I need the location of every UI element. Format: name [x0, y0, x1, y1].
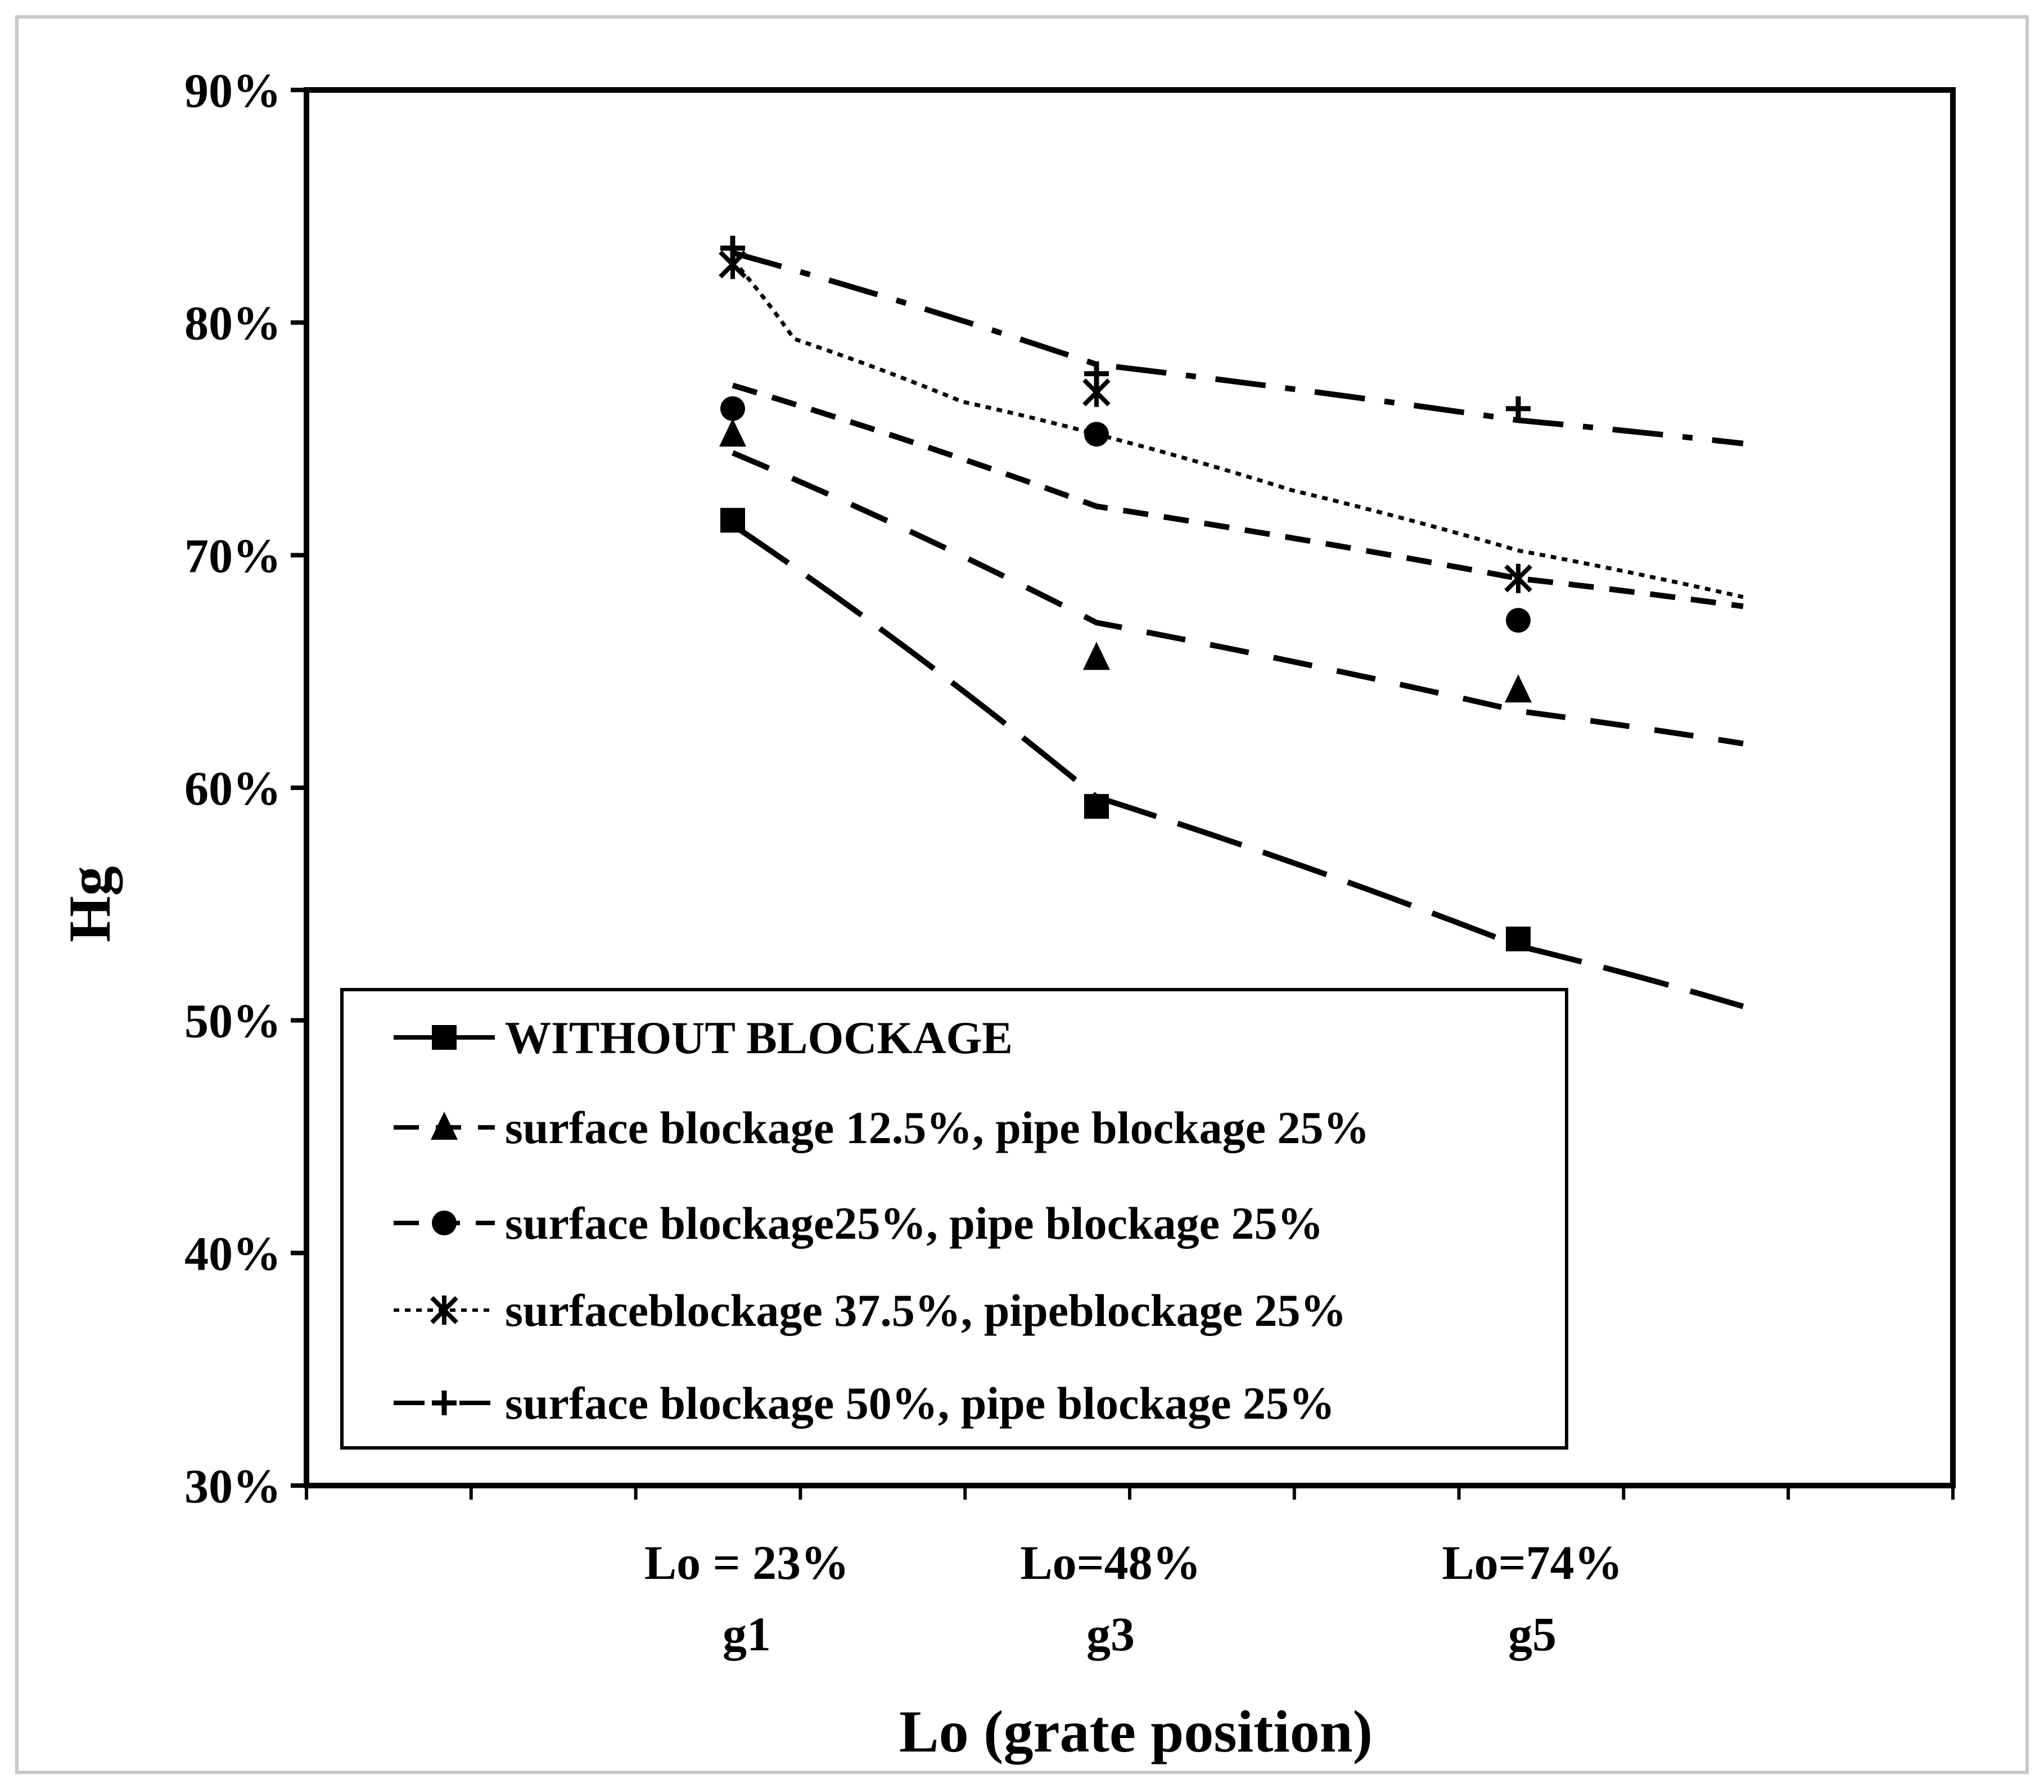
data-point-series-1	[1084, 794, 1109, 819]
y-tick-label: 30%	[184, 1459, 281, 1513]
data-point-series-5	[1506, 396, 1531, 421]
legend-marker-series-1	[432, 1025, 457, 1050]
x-category-label: Lo = 23%	[644, 1536, 849, 1590]
legend-marker-series-2	[431, 1112, 458, 1140]
trendline-series-2	[732, 450, 1744, 747]
figure-border	[15, 15, 2029, 1774]
trendline-layer	[731, 250, 1744, 1009]
x-category-sublabel: g5	[1508, 1607, 1556, 1661]
data-point-series-2	[1505, 674, 1532, 703]
x-category-label: Lo=74%	[1442, 1536, 1622, 1590]
x-category-sublabel: g1	[723, 1607, 771, 1661]
data-point-series-1	[720, 508, 745, 533]
y-tick-label: 80%	[184, 296, 281, 350]
axis-layer: 30% 40% 50% 60% 70% 80% 90% Lo = 23% g1 Lo=48% g3 L…	[184, 64, 1955, 1661]
y-tick-label: 90%	[184, 64, 281, 118]
legend-marker-series-3	[432, 1211, 457, 1235]
data-point-series-3	[1506, 608, 1531, 633]
data-point-series-4	[1504, 563, 1532, 593]
legend-marker-series-5	[432, 1391, 457, 1415]
trendline-series-4	[731, 258, 1744, 599]
data-point-series-5	[1084, 361, 1109, 386]
data-point-series-3	[720, 396, 745, 421]
trendline-series-5	[732, 250, 1744, 446]
data-point-series-2	[1083, 642, 1110, 670]
legend-label-series-2: surface blockage 12.5%, pipe blockage 25…	[505, 1102, 1369, 1153]
x-category-sublabel: g3	[1086, 1607, 1135, 1661]
data-point-series-2	[719, 418, 746, 447]
legend: WITHOUT BLOCKAGE surface blockage 12.5%, …	[340, 988, 1568, 1450]
legend-label-series-3: surface blockage25%, pipe blockage 25%	[505, 1198, 1323, 1249]
y-tick-label: 70%	[184, 529, 281, 583]
y-tick-label: 50%	[184, 994, 281, 1048]
y-tick-label: 40%	[184, 1226, 281, 1280]
marker-layer	[719, 236, 1532, 951]
trendline-series-1	[731, 522, 1744, 1009]
legend-box	[340, 988, 1568, 1450]
x-category-label: Lo=48%	[1020, 1536, 1201, 1590]
y-axis-title: Hg	[57, 866, 123, 942]
x-axis-title: Lo (grate position)	[899, 1699, 1373, 1764]
legend-label-series-5: surface blockage 50%, pipe blockage 25%	[505, 1378, 1335, 1429]
data-point-series-1	[1506, 926, 1531, 951]
y-tick-label: 60%	[184, 761, 281, 815]
data-point-series-5	[720, 236, 745, 261]
data-point-series-3	[1084, 422, 1109, 447]
legend-label-series-1: WITHOUT BLOCKAGE	[505, 1012, 1013, 1063]
trendline-series-3	[732, 382, 1744, 610]
legend-marker-series-4	[430, 1296, 458, 1325]
legend-label-series-4: surfaceblockage 37.5%, pipeblockage 25%	[505, 1285, 1346, 1336]
